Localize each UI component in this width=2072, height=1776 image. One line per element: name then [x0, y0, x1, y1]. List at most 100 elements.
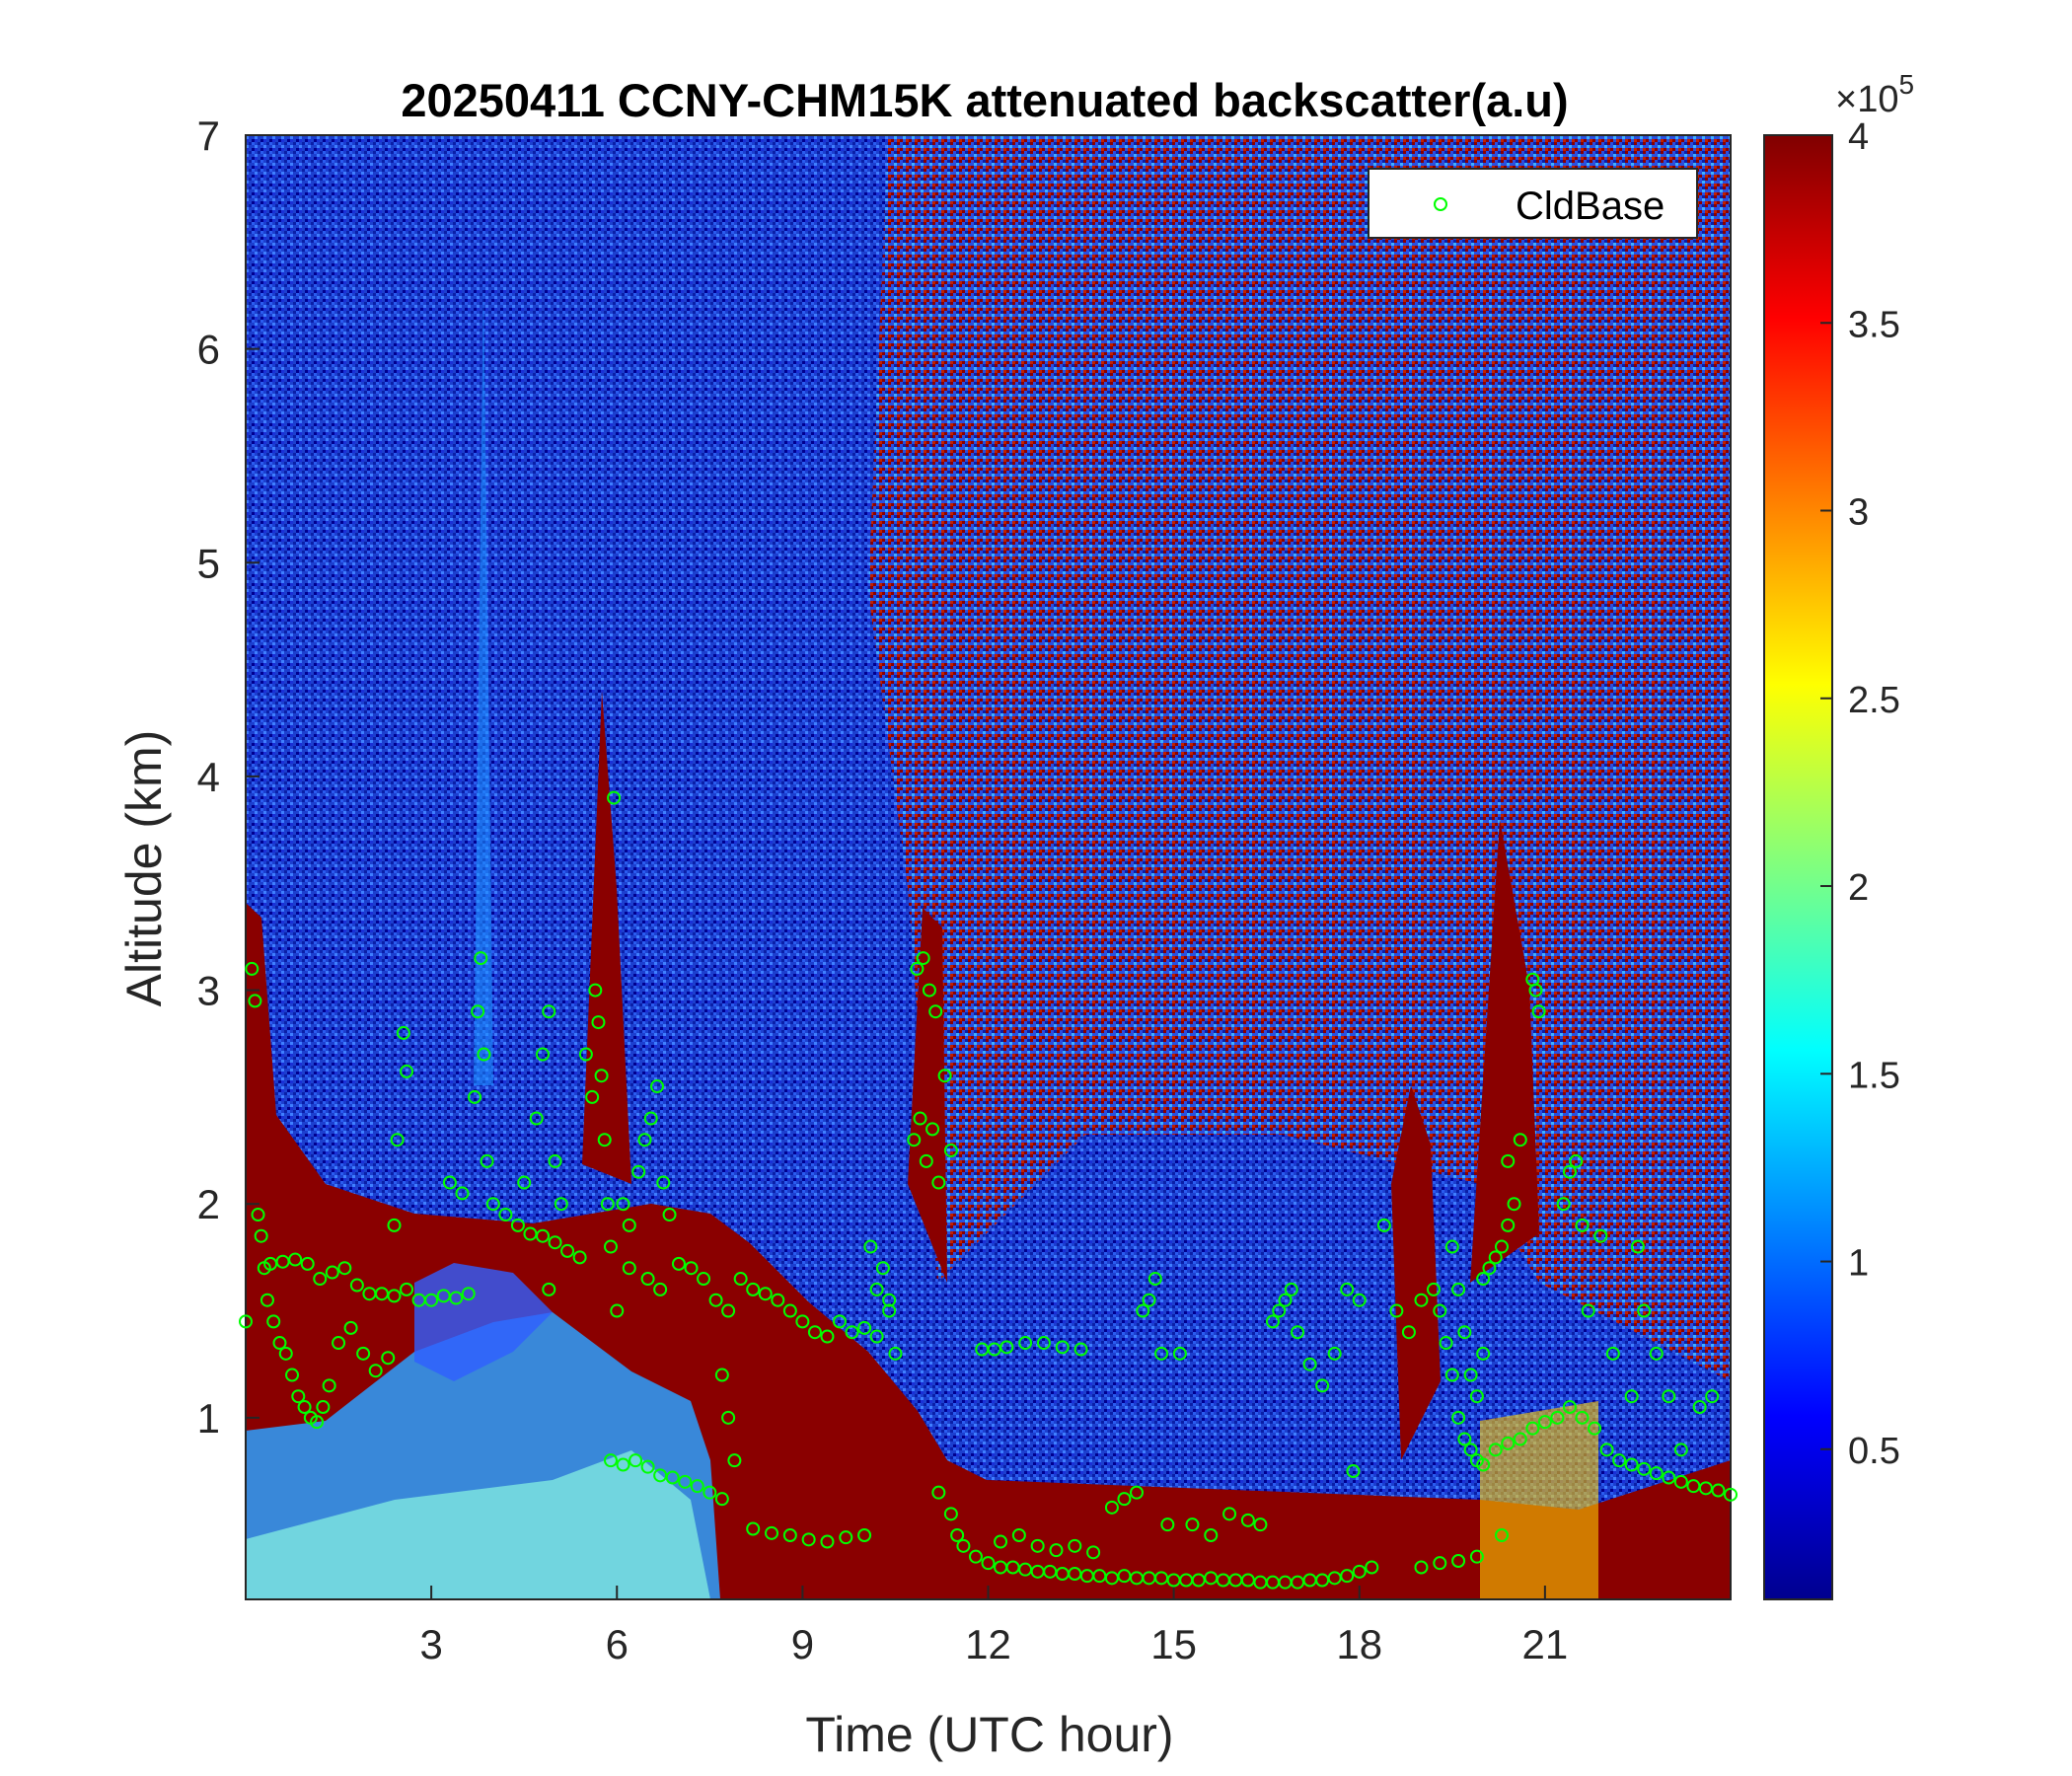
cldbase-point [771, 1293, 785, 1307]
cldbase-point [325, 1265, 339, 1280]
cldbase-point [714, 1368, 729, 1382]
cldbase-point [956, 1538, 971, 1553]
cldbase-point [721, 1303, 736, 1318]
cldbase-point [1593, 1228, 1608, 1243]
cldbase-point [1649, 1346, 1664, 1361]
cldbase-point [1673, 1474, 1688, 1489]
cldbase-point [697, 1272, 711, 1287]
cldbase-point [999, 1340, 1014, 1355]
cldbase-point [1451, 1410, 1466, 1425]
y-tick-label: 3 [197, 968, 220, 1014]
cldbase-point [925, 1122, 940, 1137]
cldbase-point [542, 1004, 556, 1019]
cldbase-point [1433, 1556, 1447, 1571]
cldbase-point [272, 1336, 287, 1351]
cldbase-point [758, 1287, 773, 1301]
colorbar-tick-label: 4 [1848, 116, 1869, 158]
cldbase-point [1451, 1282, 1466, 1296]
cldbase-point [316, 1400, 331, 1415]
cldbase-point [1469, 1549, 1484, 1564]
cldbase-point [662, 1208, 677, 1222]
colorbar-tick-label: 2 [1848, 867, 1869, 909]
cldbase-point [1605, 1346, 1620, 1361]
y-axis-label: Altitude (km) [116, 730, 172, 1007]
cldbase-point [1389, 1303, 1404, 1318]
cldbase-point [1501, 1436, 1516, 1450]
cldbase-point [782, 1528, 797, 1543]
cldbase-point [368, 1364, 383, 1378]
x-tick-label: 12 [965, 1621, 1011, 1667]
cldbase-point [349, 1278, 364, 1293]
cldbase-point [616, 1197, 630, 1212]
cldbase-point [1562, 1400, 1577, 1415]
cldbase-point [1556, 1197, 1571, 1212]
cldbase-point [1501, 1153, 1516, 1168]
cldbase-point [1624, 1457, 1639, 1472]
cldbase-point [968, 1549, 983, 1564]
cldbase-point [542, 1282, 556, 1296]
cldbase-point [1528, 983, 1543, 998]
cldbase-point [600, 1197, 615, 1212]
legend: CldBase [1368, 168, 1698, 239]
cldbase-point [471, 1004, 485, 1019]
cldbase-point [603, 1453, 618, 1468]
cldbase-point [650, 1079, 665, 1094]
cldbase-point [337, 1261, 352, 1276]
cldbase-point [396, 1025, 410, 1040]
cldbase-point [1673, 1443, 1688, 1457]
cldbase-point [536, 1228, 550, 1243]
x-axis-ticks: 3 6 9 12 15 18 21 [419, 1586, 1568, 1667]
cldbase-point [1142, 1293, 1156, 1307]
cldbase-point [387, 1218, 402, 1232]
cldbase-point [1469, 1389, 1484, 1404]
colorbar-tick-label: 3.5 [1848, 304, 1900, 345]
cldbase-point [1550, 1410, 1565, 1425]
cldbase-point [1575, 1410, 1590, 1425]
cldbase-point [1457, 1432, 1472, 1446]
cldbase-point [622, 1218, 636, 1232]
colorbar-tick-label: 0.5 [1848, 1431, 1900, 1472]
cldbase-point [1414, 1293, 1429, 1307]
cldbase-point [1414, 1560, 1429, 1575]
cldbase-point [919, 1153, 933, 1168]
cldbase-point [1291, 1325, 1305, 1340]
cldbase-point [708, 1293, 723, 1307]
cldbase-point [259, 1293, 274, 1307]
cldbase-point [1444, 1239, 1459, 1254]
cldbase-point [1278, 1293, 1293, 1307]
cldbase-point [1104, 1500, 1119, 1515]
cldbase-point [845, 1325, 859, 1340]
cldbase-point [468, 1089, 482, 1104]
cldbase-point [1086, 1545, 1101, 1560]
cldbase-point [637, 1133, 652, 1147]
cldbase-point [863, 1239, 878, 1254]
cldbase-point [937, 1069, 952, 1083]
y-tick-label: 2 [197, 1181, 220, 1227]
cldbase-point [300, 1256, 315, 1271]
cldbase-point [251, 1208, 265, 1222]
cldbase-point [1476, 1272, 1491, 1287]
y-tick-label: 4 [197, 754, 220, 800]
cldbase-point [857, 1320, 872, 1335]
cldbase-point [950, 1528, 965, 1543]
cldbase-point [1154, 1346, 1169, 1361]
cldbase-point [820, 1329, 835, 1344]
colorbar-tick-label: 2.5 [1848, 680, 1900, 721]
cldbase-point [703, 1485, 717, 1500]
cldbase-point [782, 1303, 797, 1318]
y-tick-label: 7 [197, 112, 220, 159]
cldbase-point [607, 790, 622, 805]
cldbase-point [591, 1015, 606, 1030]
cldbase-point [622, 1261, 636, 1276]
cldbase-point [554, 1197, 568, 1212]
cldbase-point [381, 1351, 396, 1366]
cldbase-point [910, 961, 925, 976]
cldbase-point [616, 1457, 630, 1472]
cldbase-point [1513, 1133, 1527, 1147]
cldbase-point [1302, 1357, 1317, 1371]
cldbase-point [1172, 1346, 1187, 1361]
cldbase-point [248, 994, 262, 1008]
colorbar-gradient [1763, 134, 1833, 1600]
cldbase-point [943, 1507, 958, 1521]
cldbase-point [869, 1329, 884, 1344]
